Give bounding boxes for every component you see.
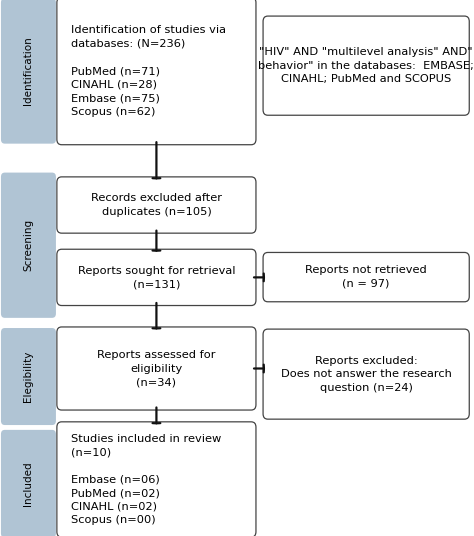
FancyBboxPatch shape [1, 328, 56, 425]
Text: Reports excluded:
Does not answer the research
question (n=24): Reports excluded: Does not answer the re… [281, 355, 452, 393]
Text: Identification of studies via
databases: (N=236)

PubMed (n=71)
CINAHL (n=28)
Em: Identification of studies via databases:… [71, 25, 226, 117]
FancyBboxPatch shape [57, 249, 256, 306]
FancyBboxPatch shape [57, 177, 256, 233]
Text: Identification: Identification [23, 36, 34, 106]
Text: Screening: Screening [23, 219, 34, 271]
FancyBboxPatch shape [57, 0, 256, 145]
Text: Included: Included [23, 461, 34, 506]
FancyBboxPatch shape [1, 173, 56, 318]
FancyBboxPatch shape [263, 252, 469, 302]
FancyBboxPatch shape [263, 329, 469, 419]
FancyBboxPatch shape [1, 430, 56, 536]
FancyBboxPatch shape [1, 0, 56, 144]
Text: "HIV" AND "multilevel analysis" AND"
behavior" in the databases:  EMBASE;
CINAHL: "HIV" AND "multilevel analysis" AND" beh… [258, 47, 474, 84]
Text: Records excluded after
duplicates (n=105): Records excluded after duplicates (n=105… [91, 193, 222, 217]
FancyBboxPatch shape [57, 327, 256, 410]
FancyBboxPatch shape [57, 422, 256, 536]
Text: Elegibility: Elegibility [23, 351, 34, 402]
FancyBboxPatch shape [263, 16, 469, 115]
Text: Reports sought for retrieval
(n=131): Reports sought for retrieval (n=131) [78, 265, 235, 289]
Text: Studies included in review
(n=10)

Embase (n=06)
PubMed (n=02)
CINAHL (n=02)
Sco: Studies included in review (n=10) Embase… [71, 434, 221, 525]
Text: Reports assessed for
eligibility
(n=34): Reports assessed for eligibility (n=34) [97, 350, 216, 387]
Text: Reports not retrieved
(n = 97): Reports not retrieved (n = 97) [305, 265, 427, 289]
